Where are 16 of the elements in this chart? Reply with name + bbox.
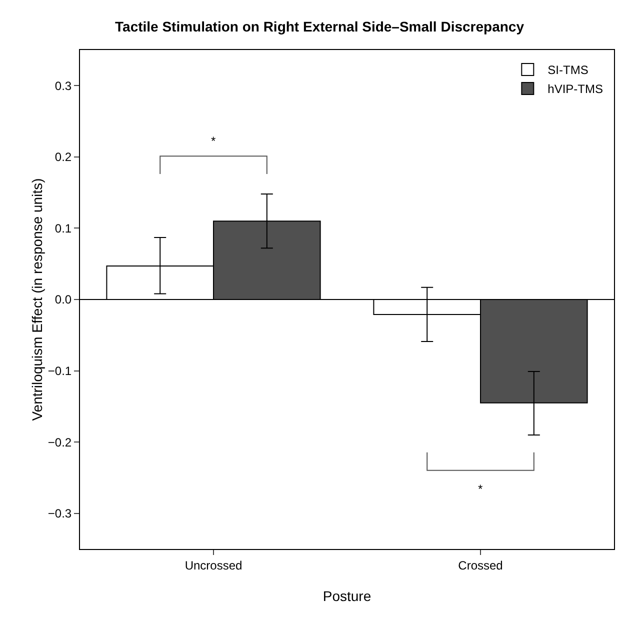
y-tick-label: −0.2: [48, 435, 72, 450]
x-tick-label: Uncrossed: [184, 558, 242, 572]
annotation: *: [478, 482, 483, 496]
y-tick-label: −0.3: [48, 506, 72, 521]
y-axis-title: Ventriloquism Effect (in response units): [29, 178, 45, 421]
legend-label: hVIP-TMS: [548, 82, 604, 96]
legend-label: SI-TMS: [548, 63, 588, 78]
x-tick-label: Crossed: [458, 558, 503, 572]
y-tick-label: 0.2: [54, 150, 72, 164]
annotation: *: [211, 134, 216, 148]
y-tick-label: 0.1: [54, 221, 72, 236]
y-tick-label: −0.1: [48, 364, 72, 378]
x-axis-title: Posture: [322, 588, 372, 604]
y-tick-label: 0.3: [54, 78, 72, 93]
y-tick-label: 0.0: [54, 292, 72, 307]
chart-title: Tactile Stimulation on Right External Side–Small Discrepancy: [115, 18, 524, 34]
